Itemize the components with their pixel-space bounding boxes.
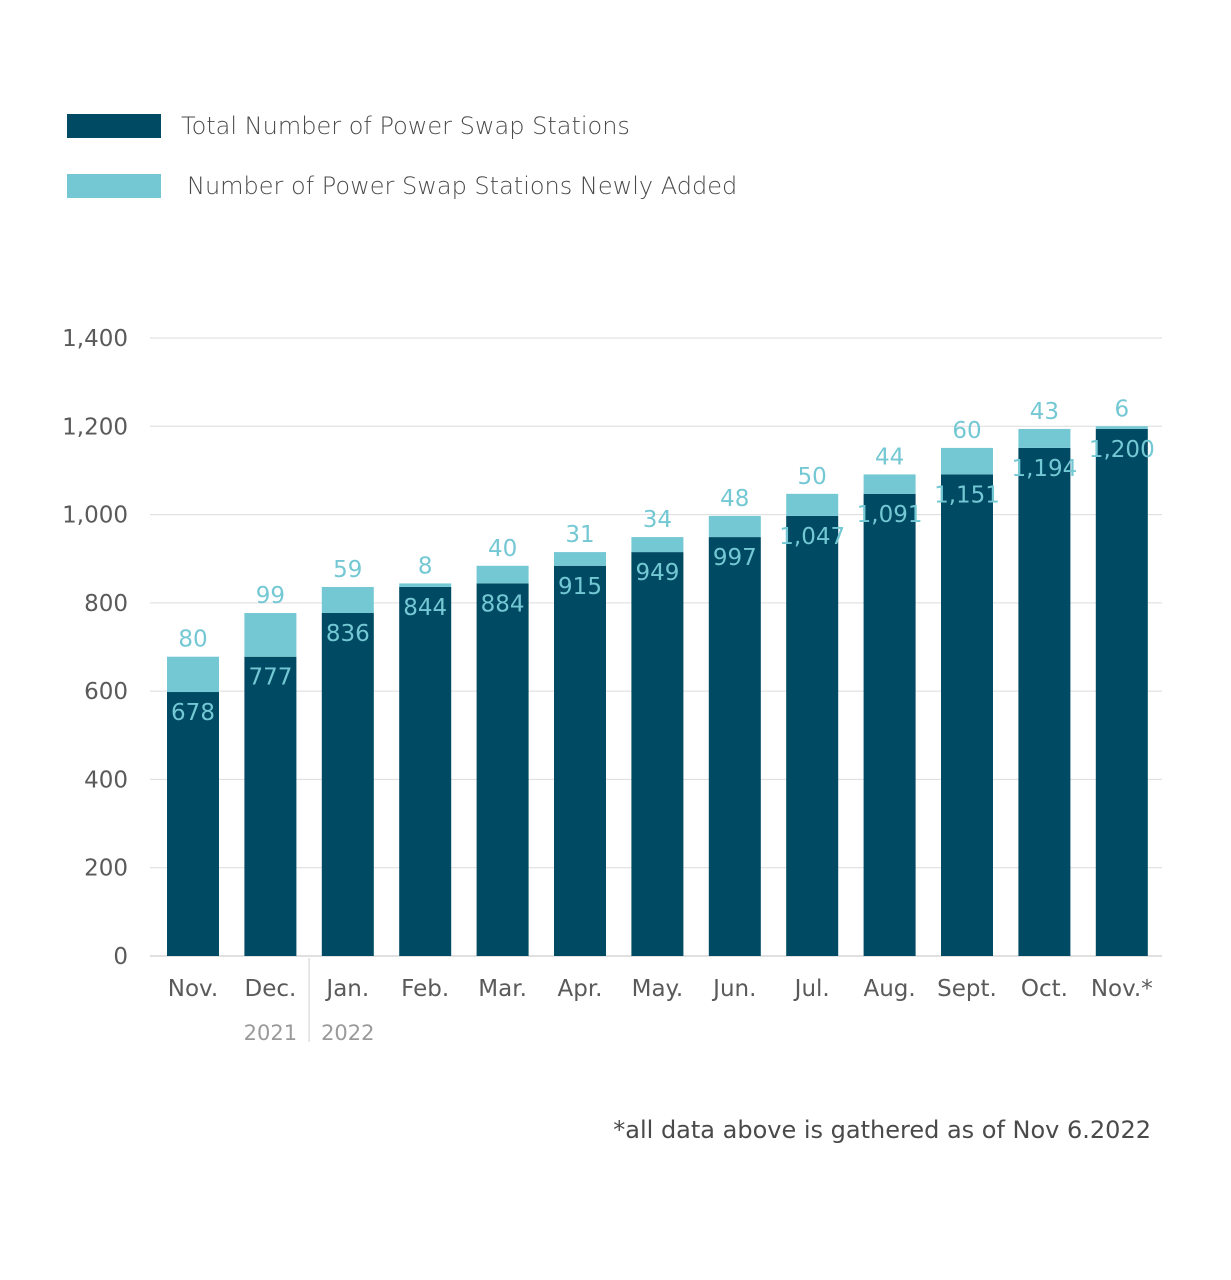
x-tick-label: Nov.* [1091,976,1153,1002]
legend-label-newly-added: Number of Power Swap Stations Newly Adde… [187,172,738,200]
data-label-total: 997 [713,545,757,571]
bar-total [708,537,761,956]
bar-newly-added [167,656,219,693]
legend-swatch-newly-added [67,174,161,198]
data-label-total: 915 [558,574,602,600]
bar-total [863,493,916,956]
data-label-newly-added: 8 [418,553,433,579]
data-label-total: 884 [481,591,525,617]
bar-total [1018,447,1071,956]
data-label-newly-added: 43 [1030,399,1059,425]
data-label-newly-added: 6 [1114,396,1129,422]
data-label-total: 777 [248,665,292,691]
x-tick-label: Sept. [937,976,997,1002]
data-label-total: 1,200 [1089,437,1155,463]
x-tick-label: Dec. [244,976,296,1002]
bar-newly-added [244,613,297,657]
bar-newly-added [863,474,916,494]
x-tick-label: Aug. [863,976,915,1002]
bar-total [631,552,684,956]
data-label-newly-added: 40 [488,536,517,562]
data-label-newly-added: 50 [798,464,827,490]
y-tick-label: 800 [84,591,128,617]
footnote: *all data above is gathered as of Nov 6.… [613,1116,1151,1144]
legend-swatch-total [67,114,161,138]
x-tick-label: Nov. [168,976,218,1002]
bar-newly-added [1018,428,1071,448]
y-tick-label: 1,400 [62,326,128,352]
year-label: 2021 [244,1021,297,1045]
bar-newly-added [708,515,761,538]
x-tick-label: Apr. [558,976,603,1002]
data-label-total: 1,194 [1011,456,1077,482]
data-label-total: 678 [171,700,215,726]
bar-newly-added [321,586,374,614]
data-label-newly-added: 99 [256,583,285,609]
data-label-total: 1,047 [779,524,845,550]
bar-newly-added [631,537,684,553]
data-label-newly-added: 59 [333,557,362,583]
bar-total [399,586,452,956]
bar-total [476,583,529,956]
data-label-newly-added: 60 [952,418,981,444]
y-tick-label: 600 [84,679,128,705]
bar-newly-added [554,552,606,566]
x-tick-label: Jan. [324,976,369,1002]
legend-label-total: Total Number of Power Swap Stations [181,112,630,140]
x-tick-label: Mar. [478,976,527,1002]
bar-chart: 0 200 400 600 800 1,000 1,200 1,400 678 80 Nov. 777… [62,326,1162,1045]
x-tick-label: Feb. [401,976,449,1002]
bar-total [786,515,839,956]
y-tick-label: 200 [84,856,128,882]
y-tick-label: 1,000 [62,503,128,529]
data-label-total: 844 [403,595,447,621]
legend-item-total: Total Number of Power Swap Stations [67,112,630,140]
bar-newly-added [399,583,452,587]
bar-total [244,656,297,956]
y-tick-label: 0 [113,944,128,970]
data-label-newly-added: 80 [178,627,207,653]
bar-total [1095,428,1148,956]
bar-total [941,474,993,956]
bar-total [554,565,606,956]
data-label-newly-added: 34 [643,507,672,533]
x-tick-label: May. [632,976,684,1002]
y-tick-label: 400 [84,767,128,793]
data-label-total: 1,151 [934,482,1000,508]
data-label-newly-added: 31 [565,522,594,548]
x-tick-label: Oct. [1021,976,1068,1002]
bar-newly-added [1095,426,1148,429]
y-tick-label: 1,200 [62,414,128,440]
bar-total [167,692,219,956]
x-tick-label: Jun. [711,976,756,1002]
x-tick-label: Jul. [793,976,830,1002]
data-label-total: 1,091 [857,502,923,528]
year-label: 2022 [321,1021,374,1045]
data-label-total: 949 [635,560,679,586]
legend-item-newly-added: Number of Power Swap Stations Newly Adde… [67,172,737,200]
bar-newly-added [941,447,993,475]
bar-newly-added [476,565,529,584]
data-label-total: 836 [326,621,370,647]
data-label-newly-added: 48 [720,486,749,512]
bar-newly-added [786,493,839,516]
bar-total [321,613,374,956]
data-label-newly-added: 44 [875,444,904,470]
